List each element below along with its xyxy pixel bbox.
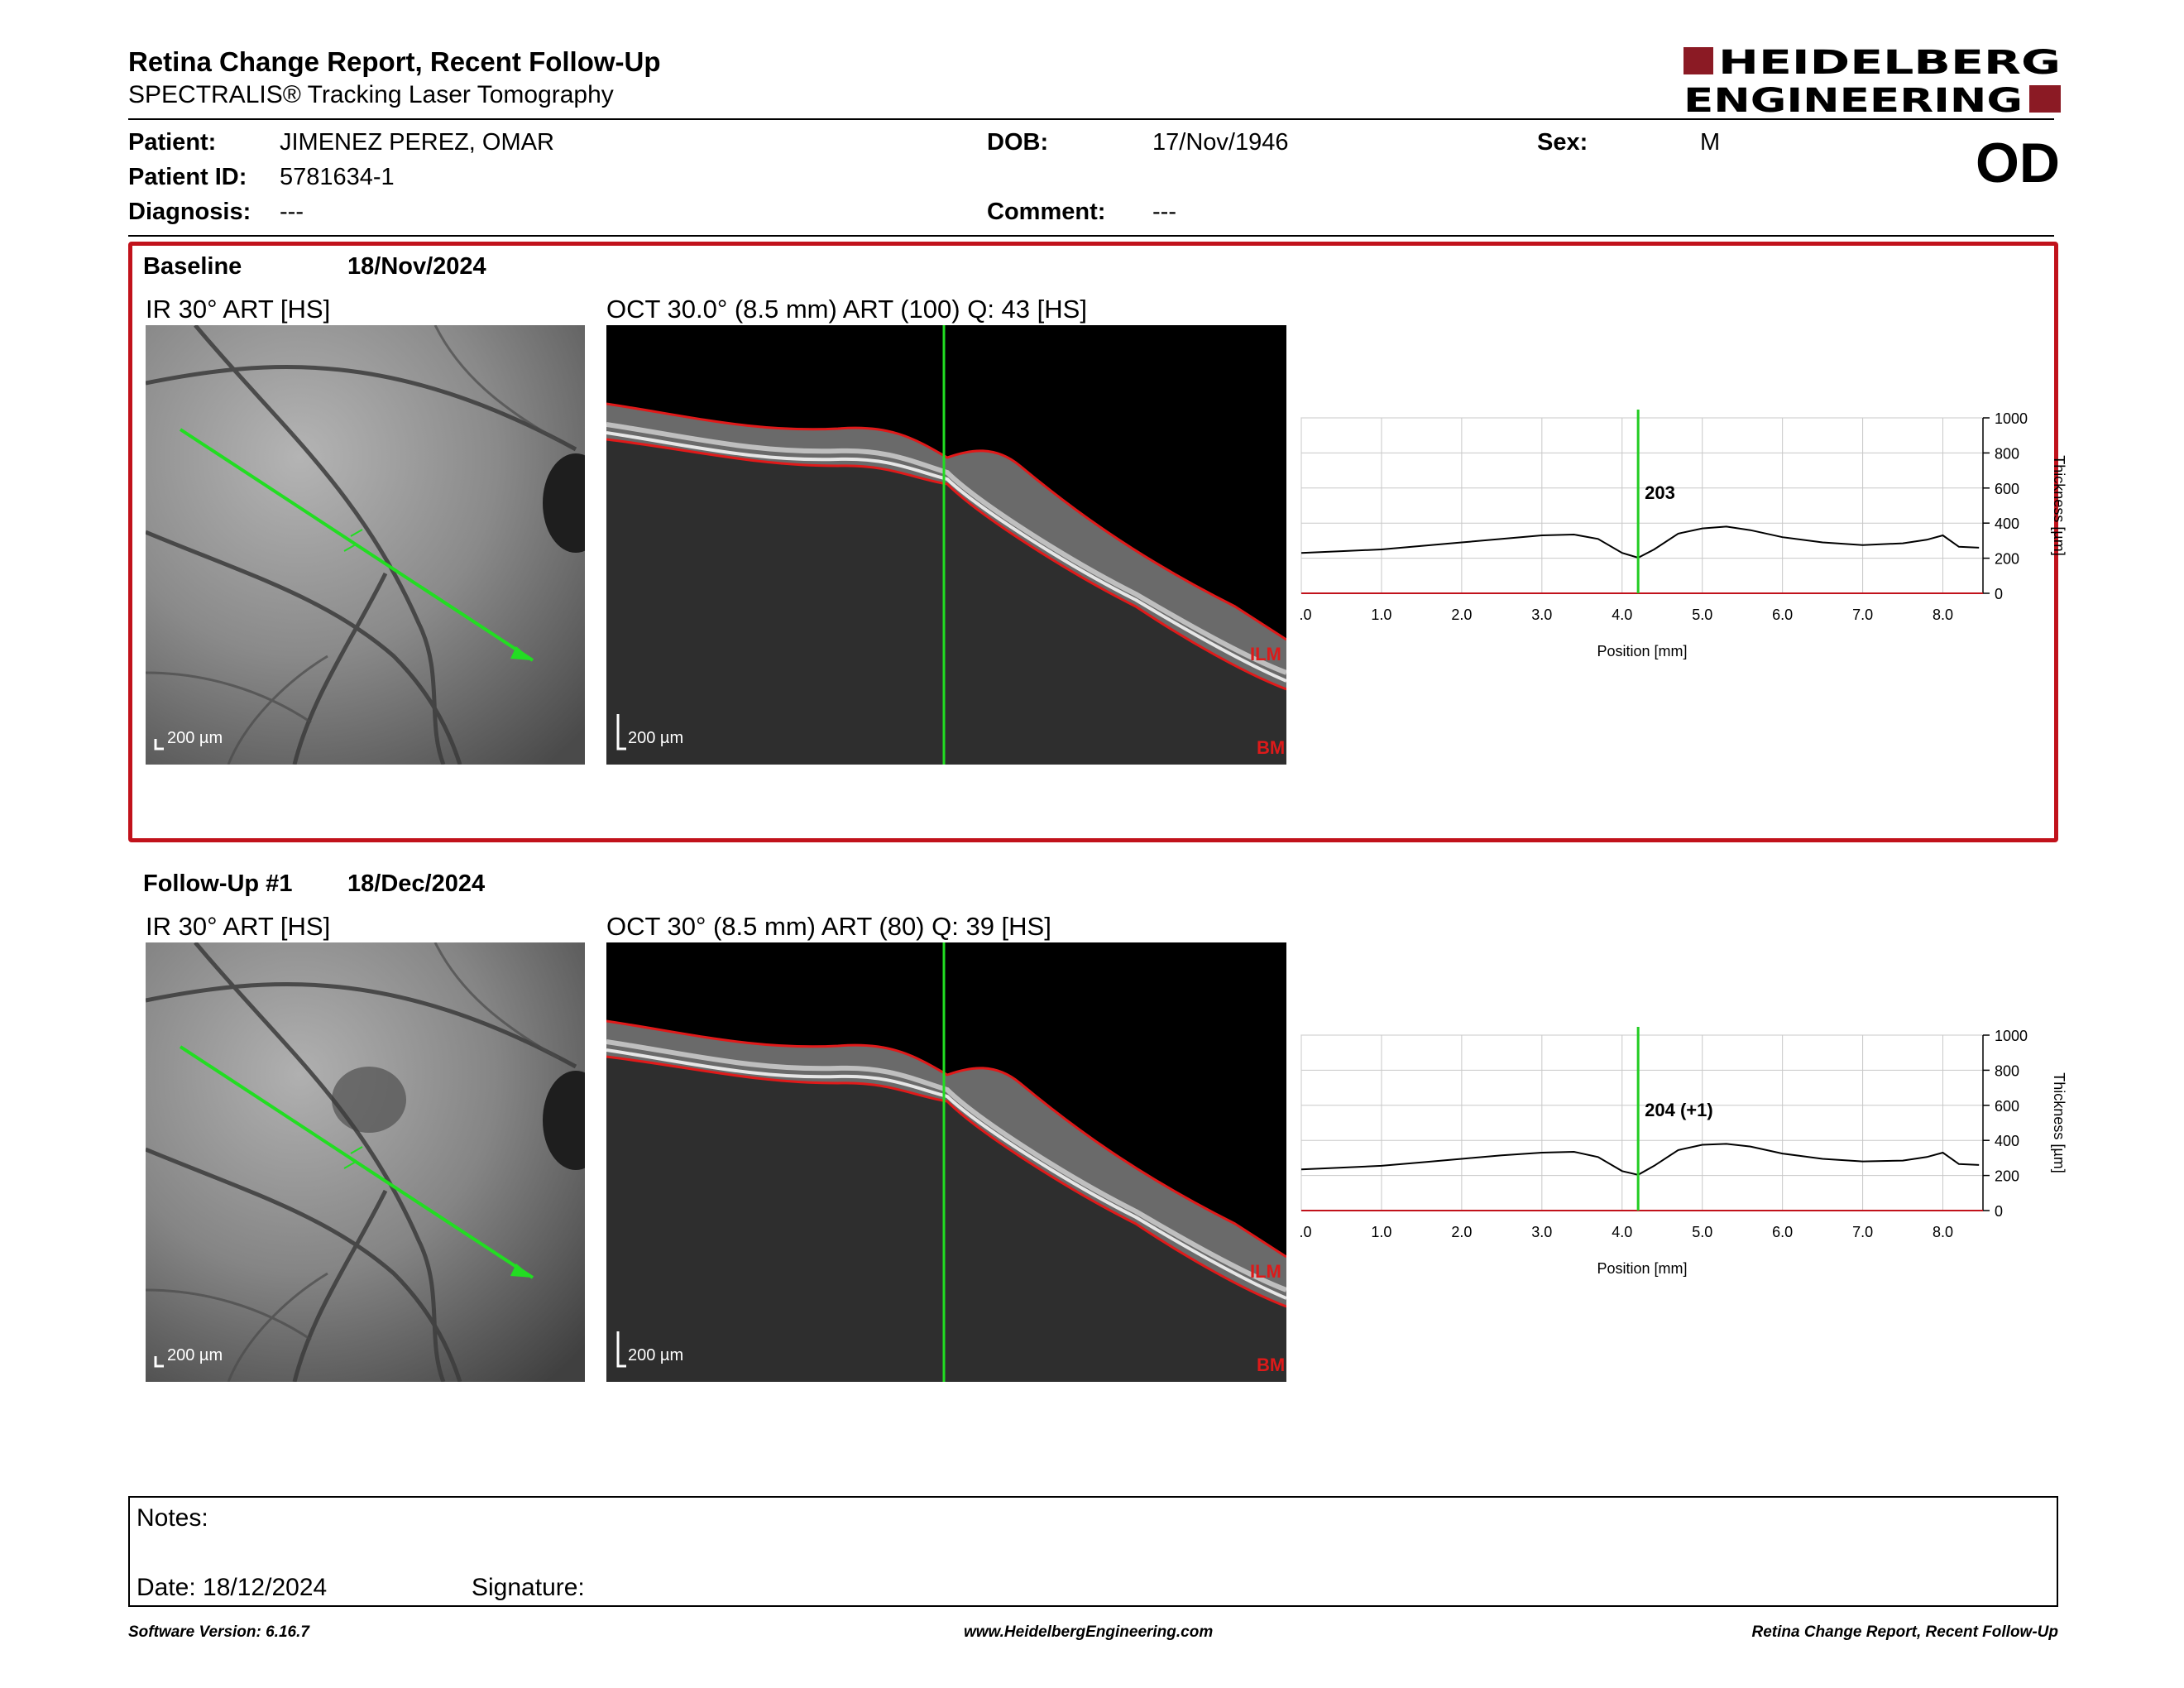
y-axis-label: Thickness [µm] bbox=[2051, 1072, 2067, 1172]
svg-text:200 µm: 200 µm bbox=[628, 729, 683, 747]
x-axis-label: Position [mm] bbox=[1597, 1260, 1687, 1277]
y-tick-label: 0 bbox=[1995, 586, 2003, 602]
x-tick-label: 1.0 bbox=[1371, 607, 1391, 623]
baseline-ir-title: IR 30° ART [HS] bbox=[146, 295, 331, 324]
x-tick-label: 7.0 bbox=[1852, 607, 1873, 623]
followup-oct-title: OCT 30° (8.5 mm) ART (80) Q: 39 [HS] bbox=[606, 912, 1051, 941]
svg-text:200 µm: 200 µm bbox=[167, 729, 223, 747]
header-rule bbox=[128, 118, 2054, 120]
notes-date: Date: 18/12/2024 bbox=[136, 1574, 328, 1601]
y-tick-label: 800 bbox=[1995, 1062, 2019, 1079]
baseline-date: 18/Nov/2024 bbox=[347, 253, 486, 280]
baseline-oct-bscan-image[interactable]: ILM BM 200 µm bbox=[606, 325, 1286, 765]
x-tick-label: 0.0 bbox=[1299, 1224, 1312, 1240]
y-tick-label: 200 bbox=[1995, 551, 2019, 568]
x-tick-label: 2.0 bbox=[1451, 1224, 1472, 1240]
y-tick-label: 200 bbox=[1995, 1168, 2019, 1185]
x-tick-label: 6.0 bbox=[1772, 1224, 1793, 1240]
patient-rule bbox=[128, 235, 2054, 237]
dob-label: DOB: bbox=[987, 129, 1049, 156]
svg-text:ENGINEERING: ENGINEERING bbox=[1684, 82, 2023, 116]
followup-oct-bscan-image[interactable]: ILM BM 200 µm bbox=[606, 942, 1286, 1382]
patient-id-label: Patient ID: bbox=[128, 164, 247, 190]
x-tick-label: 4.0 bbox=[1612, 607, 1632, 623]
svg-text:BM: BM bbox=[1257, 737, 1285, 758]
report-subtitle: SPECTRALIS® Tracking Laser Tomography bbox=[128, 81, 614, 108]
notes-box[interactable]: Notes: Date: 18/12/2024 Signature: bbox=[128, 1496, 2058, 1607]
y-tick-label: 600 bbox=[1995, 1098, 2019, 1115]
x-tick-label: 6.0 bbox=[1772, 607, 1793, 623]
footer-report-name: Retina Change Report, Recent Follow-Up bbox=[1751, 1623, 2058, 1641]
patient-name: JIMENEZ PEREZ, OMAR bbox=[280, 129, 554, 156]
x-tick-label: 3.0 bbox=[1531, 607, 1552, 623]
software-version: Software Version: 6.16.7 bbox=[128, 1623, 309, 1641]
notes-label: Notes: bbox=[136, 1504, 208, 1532]
dob-value: 17/Nov/1946 bbox=[1152, 129, 1289, 156]
heidelberg-logo: HEIDELBERG ENGINEERING bbox=[1684, 44, 2064, 120]
svg-text:HEIDELBERG: HEIDELBERG bbox=[1718, 46, 2061, 82]
y-axis-label: Thickness [µm] bbox=[2051, 455, 2067, 555]
diagnosis-value: --- bbox=[280, 199, 304, 225]
followup-ir-title: IR 30° ART [HS] bbox=[146, 912, 331, 941]
baseline-thickness-chart-svg: 0.0 1.0 2.0 3.0 4.0 5.0 6.0 7.0 8.0 0 200 400 600 800… bbox=[1291, 410, 2067, 659]
y-tick-label: 400 bbox=[1995, 516, 2019, 532]
sex-value: M bbox=[1700, 129, 1721, 156]
svg-text:ILM: ILM bbox=[1250, 1261, 1281, 1282]
website-link[interactable]: www.HeidelbergEngineering.com bbox=[964, 1623, 1214, 1641]
patient-id-value: 5781634-1 bbox=[280, 164, 395, 190]
followup-thickness-chart-svg: 0.0 1.0 2.0 3.0 4.0 5.0 6.0 7.0 8.0 0 200 400 600 800… bbox=[1291, 1027, 2067, 1277]
baseline-ir-fundus-image[interactable]: 200 µm bbox=[146, 325, 585, 765]
thickness-series-line bbox=[1300, 1143, 1980, 1176]
y-tick-label: 0 bbox=[1995, 1203, 2003, 1220]
x-tick-label: 5.0 bbox=[1692, 607, 1712, 623]
x-tick-label: 8.0 bbox=[1933, 1224, 1953, 1240]
followup-thickness-chart: 0.0 1.0 2.0 3.0 4.0 5.0 6.0 7.0 8.0 0 200 400 600 800… bbox=[1291, 1027, 2076, 1300]
baseline-visit-box[interactable] bbox=[128, 242, 2058, 842]
baseline-thickness-chart: 0.0 1.0 2.0 3.0 4.0 5.0 6.0 7.0 8.0 0 200 400 600 800… bbox=[1291, 410, 2076, 683]
report-title: Retina Change Report, Recent Follow-Up bbox=[128, 46, 661, 77]
x-tick-label: 4.0 bbox=[1612, 1224, 1632, 1240]
patient-label: Patient: bbox=[128, 129, 217, 156]
baseline-oct-title: OCT 30.0° (8.5 mm) ART (100) Q: 43 [HS] bbox=[606, 295, 1087, 324]
comment-value: --- bbox=[1152, 199, 1176, 225]
signature-label: Signature: bbox=[472, 1574, 585, 1601]
thickness-value-label: 204 (+1) bbox=[1645, 1100, 1713, 1120]
x-tick-label: 5.0 bbox=[1692, 1224, 1712, 1240]
x-tick-label: 2.0 bbox=[1451, 607, 1472, 623]
y-tick-label: 400 bbox=[1995, 1133, 2019, 1149]
svg-text:200 µm: 200 µm bbox=[167, 1346, 223, 1364]
x-axis-label: Position [mm] bbox=[1597, 643, 1687, 659]
diagnosis-label: Diagnosis: bbox=[128, 199, 251, 225]
y-tick-label: 800 bbox=[1995, 445, 2019, 462]
x-tick-label: 8.0 bbox=[1933, 607, 1953, 623]
baseline-label: Baseline bbox=[143, 253, 242, 280]
x-tick-label: 1.0 bbox=[1371, 1224, 1391, 1240]
followup-date: 18/Dec/2024 bbox=[347, 870, 486, 897]
followup-ir-fundus-image[interactable]: 200 µm bbox=[146, 942, 585, 1382]
svg-text:ILM: ILM bbox=[1250, 644, 1281, 664]
plot-area bbox=[1300, 1034, 1984, 1211]
svg-text:200 µm: 200 µm bbox=[628, 1346, 683, 1364]
y-tick-label: 1000 bbox=[1995, 410, 2028, 427]
y-tick-label: 1000 bbox=[1995, 1028, 2028, 1044]
x-tick-label: 3.0 bbox=[1531, 1224, 1552, 1240]
thickness-series-line bbox=[1300, 525, 1980, 559]
sex-label: Sex: bbox=[1537, 129, 1588, 156]
x-tick-label: 0.0 bbox=[1299, 607, 1312, 623]
svg-text:BM: BM bbox=[1257, 1355, 1285, 1375]
eye-indicator: OD bbox=[1976, 132, 2060, 194]
comment-label: Comment: bbox=[987, 199, 1106, 225]
y-tick-label: 600 bbox=[1995, 481, 2019, 497]
followup-label: Follow-Up #1 bbox=[143, 870, 293, 897]
plot-area bbox=[1300, 417, 1984, 594]
thickness-value-label: 203 bbox=[1645, 482, 1675, 503]
x-tick-label: 7.0 bbox=[1852, 1224, 1873, 1240]
